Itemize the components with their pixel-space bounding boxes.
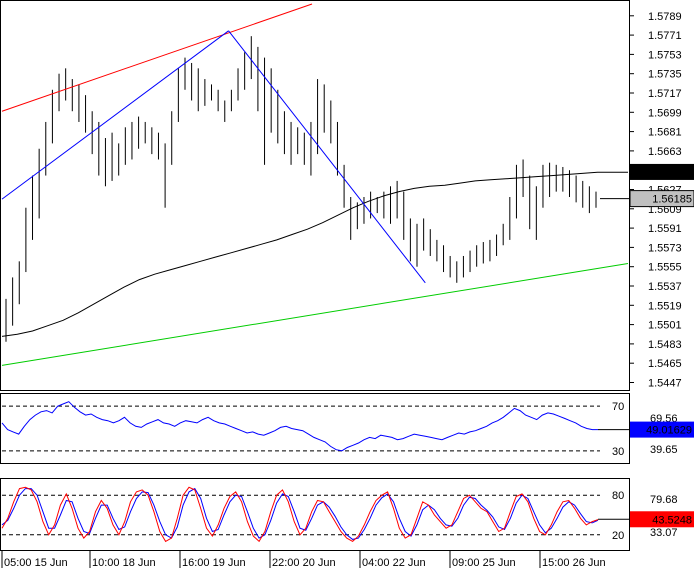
price-tick-label: 1.5465 — [648, 358, 682, 370]
stoch-side-label: 33.07 — [650, 527, 678, 539]
trendline — [1, 3, 313, 112]
price-tick-label: 1.5555 — [648, 262, 682, 274]
time-tick-label: 04:00 22 Jun — [362, 557, 426, 569]
trendline — [1, 262, 629, 366]
moving-average — [1, 171, 628, 337]
price-tick-label: 1.5591 — [648, 223, 682, 235]
stoch-level-label: 20 — [612, 530, 624, 542]
rsi-side-label: 39.65 — [650, 444, 678, 456]
rsi-value-label: 49.01629 — [646, 425, 692, 437]
stoch-value-label: 43.5248 — [652, 514, 692, 526]
current-price-box — [629, 190, 694, 208]
time-tick-label: 22:00 20 Jun — [272, 557, 336, 569]
time-tick-label: 15:00 26 Jun — [542, 557, 606, 569]
price-tick-label: 1.5447 — [648, 377, 682, 389]
rsi-line — [1, 401, 598, 452]
ma-value-label: 1.564338 — [646, 167, 692, 179]
price-tick-label: 1.5573 — [648, 242, 682, 254]
trendlines — [1, 3, 629, 366]
price-tick-label: 1.5519 — [648, 300, 682, 312]
price-panel — [0, 0, 630, 391]
time-axis: 05:00 15 Jun 10:00 18 Jun 16:00 19 Jun 22:0… — [1, 551, 606, 569]
rsi-panel — [0, 393, 630, 464]
time-tick-label: 09:00 25 Jun — [452, 557, 516, 569]
stochastic-panel — [0, 478, 630, 551]
stoch-k-line — [1, 486, 599, 543]
rsi-level-label: 70 — [612, 401, 624, 413]
price-tick-label: 1.5753 — [648, 49, 682, 61]
price-tick-label: 1.5663 — [648, 146, 682, 158]
rsi-value-box — [630, 421, 694, 438]
trendline — [228, 30, 426, 284]
time-tick-label: 10:00 18 Jun — [92, 557, 156, 569]
stoch-d-line — [1, 487, 599, 540]
trendline — [1, 30, 229, 200]
time-tick-label: 16:00 19 Jun — [182, 557, 246, 569]
stoch-value-box — [630, 511, 694, 528]
stoch-side-label: 79.68 — [650, 494, 678, 506]
stoch-level-label: 80 — [612, 490, 624, 502]
price-tick-label: 1.5483 — [648, 339, 682, 351]
price-value-labels: 1.564338 1.56185 — [600, 163, 694, 208]
price-tick-label: 1.5501 — [648, 320, 682, 332]
price-tick-label: 1.5771 — [648, 30, 682, 42]
price-tick-label: 1.5699 — [648, 107, 682, 119]
price-tick-label: 1.5789 — [648, 11, 682, 23]
price-tick-label: 1.5717 — [648, 88, 682, 100]
rsi-level-label: 30 — [612, 446, 624, 458]
price-bars — [5, 36, 597, 342]
price-tick-label: 1.5681 — [648, 127, 682, 139]
ma-value-box — [630, 163, 694, 180]
price-tick-label: 1.5537 — [648, 281, 682, 293]
current-price-label: 1.56185 — [652, 194, 692, 206]
price-tick-label: 1.5735 — [648, 69, 682, 81]
time-tick-label: 05:00 15 Jun — [4, 557, 68, 569]
moving-average-line — [1, 171, 628, 337]
